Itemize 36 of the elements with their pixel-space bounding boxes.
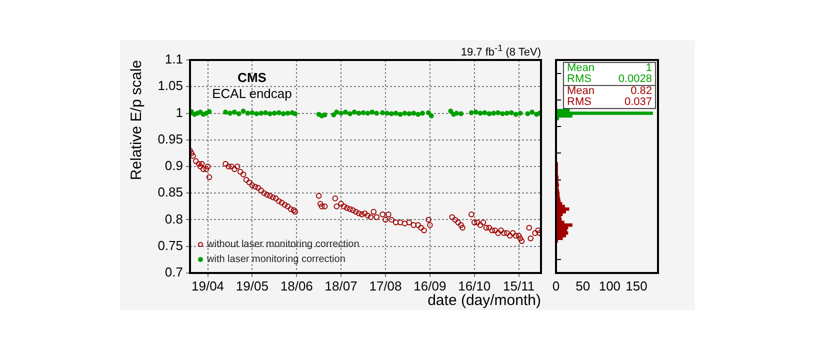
annotation: 0.0028 [618,73,652,85]
x-axis-title: date (day/month) [428,292,541,310]
annotation: ECAL endcap [212,86,292,101]
y-tick-label: 1.1 [164,52,183,67]
x-tick-label: 50 [576,278,590,294]
y-tick-label: 1.05 [158,78,183,94]
x-tick-label: 18/06 [280,278,313,294]
x-tick-label: 16/09 [414,278,446,294]
y-axis-title: Relative E/p scale [128,60,146,180]
annotation: CMS [238,70,266,85]
x-tick-label: 16/10 [458,278,491,294]
y-tick-label: 0.9 [164,158,183,174]
annotation: RMS [567,96,592,108]
y-tick-label: 1 [176,104,183,120]
x-tick-label: 15/11 [502,278,535,294]
annotation: 1 [646,62,652,74]
legend-label: with laser monitoring correction [207,254,346,265]
annotation: 0.82 [630,85,652,97]
y-tick-label: 0.75 [158,238,183,253]
annotation: RMS [567,73,592,85]
x-tick-label: 100 [598,278,621,294]
x-tick-label: 17/08 [369,278,402,294]
annotation: 0.037 [624,96,652,108]
annotation: Mean [567,85,595,97]
x-tick-label: 18/07 [324,278,358,294]
x-tick-label: 19/04 [192,278,224,294]
y-tick-label: 0.8 [164,211,183,226]
text: 19.7 fb$^{-1}$ (8 TeV) [460,43,541,59]
x-tick-label: 19/05 [236,278,268,294]
annotation: Mean [567,62,595,74]
y-tick-label: 0.85 [158,184,183,200]
legend-label: without laser monitoring correction [207,239,360,250]
x-tick-label: 150 [626,278,648,294]
x-tick-label: 0 [552,278,560,294]
y-tick-label: 0.7 [164,264,183,280]
y-tick-label: 0.95 [158,131,183,146]
